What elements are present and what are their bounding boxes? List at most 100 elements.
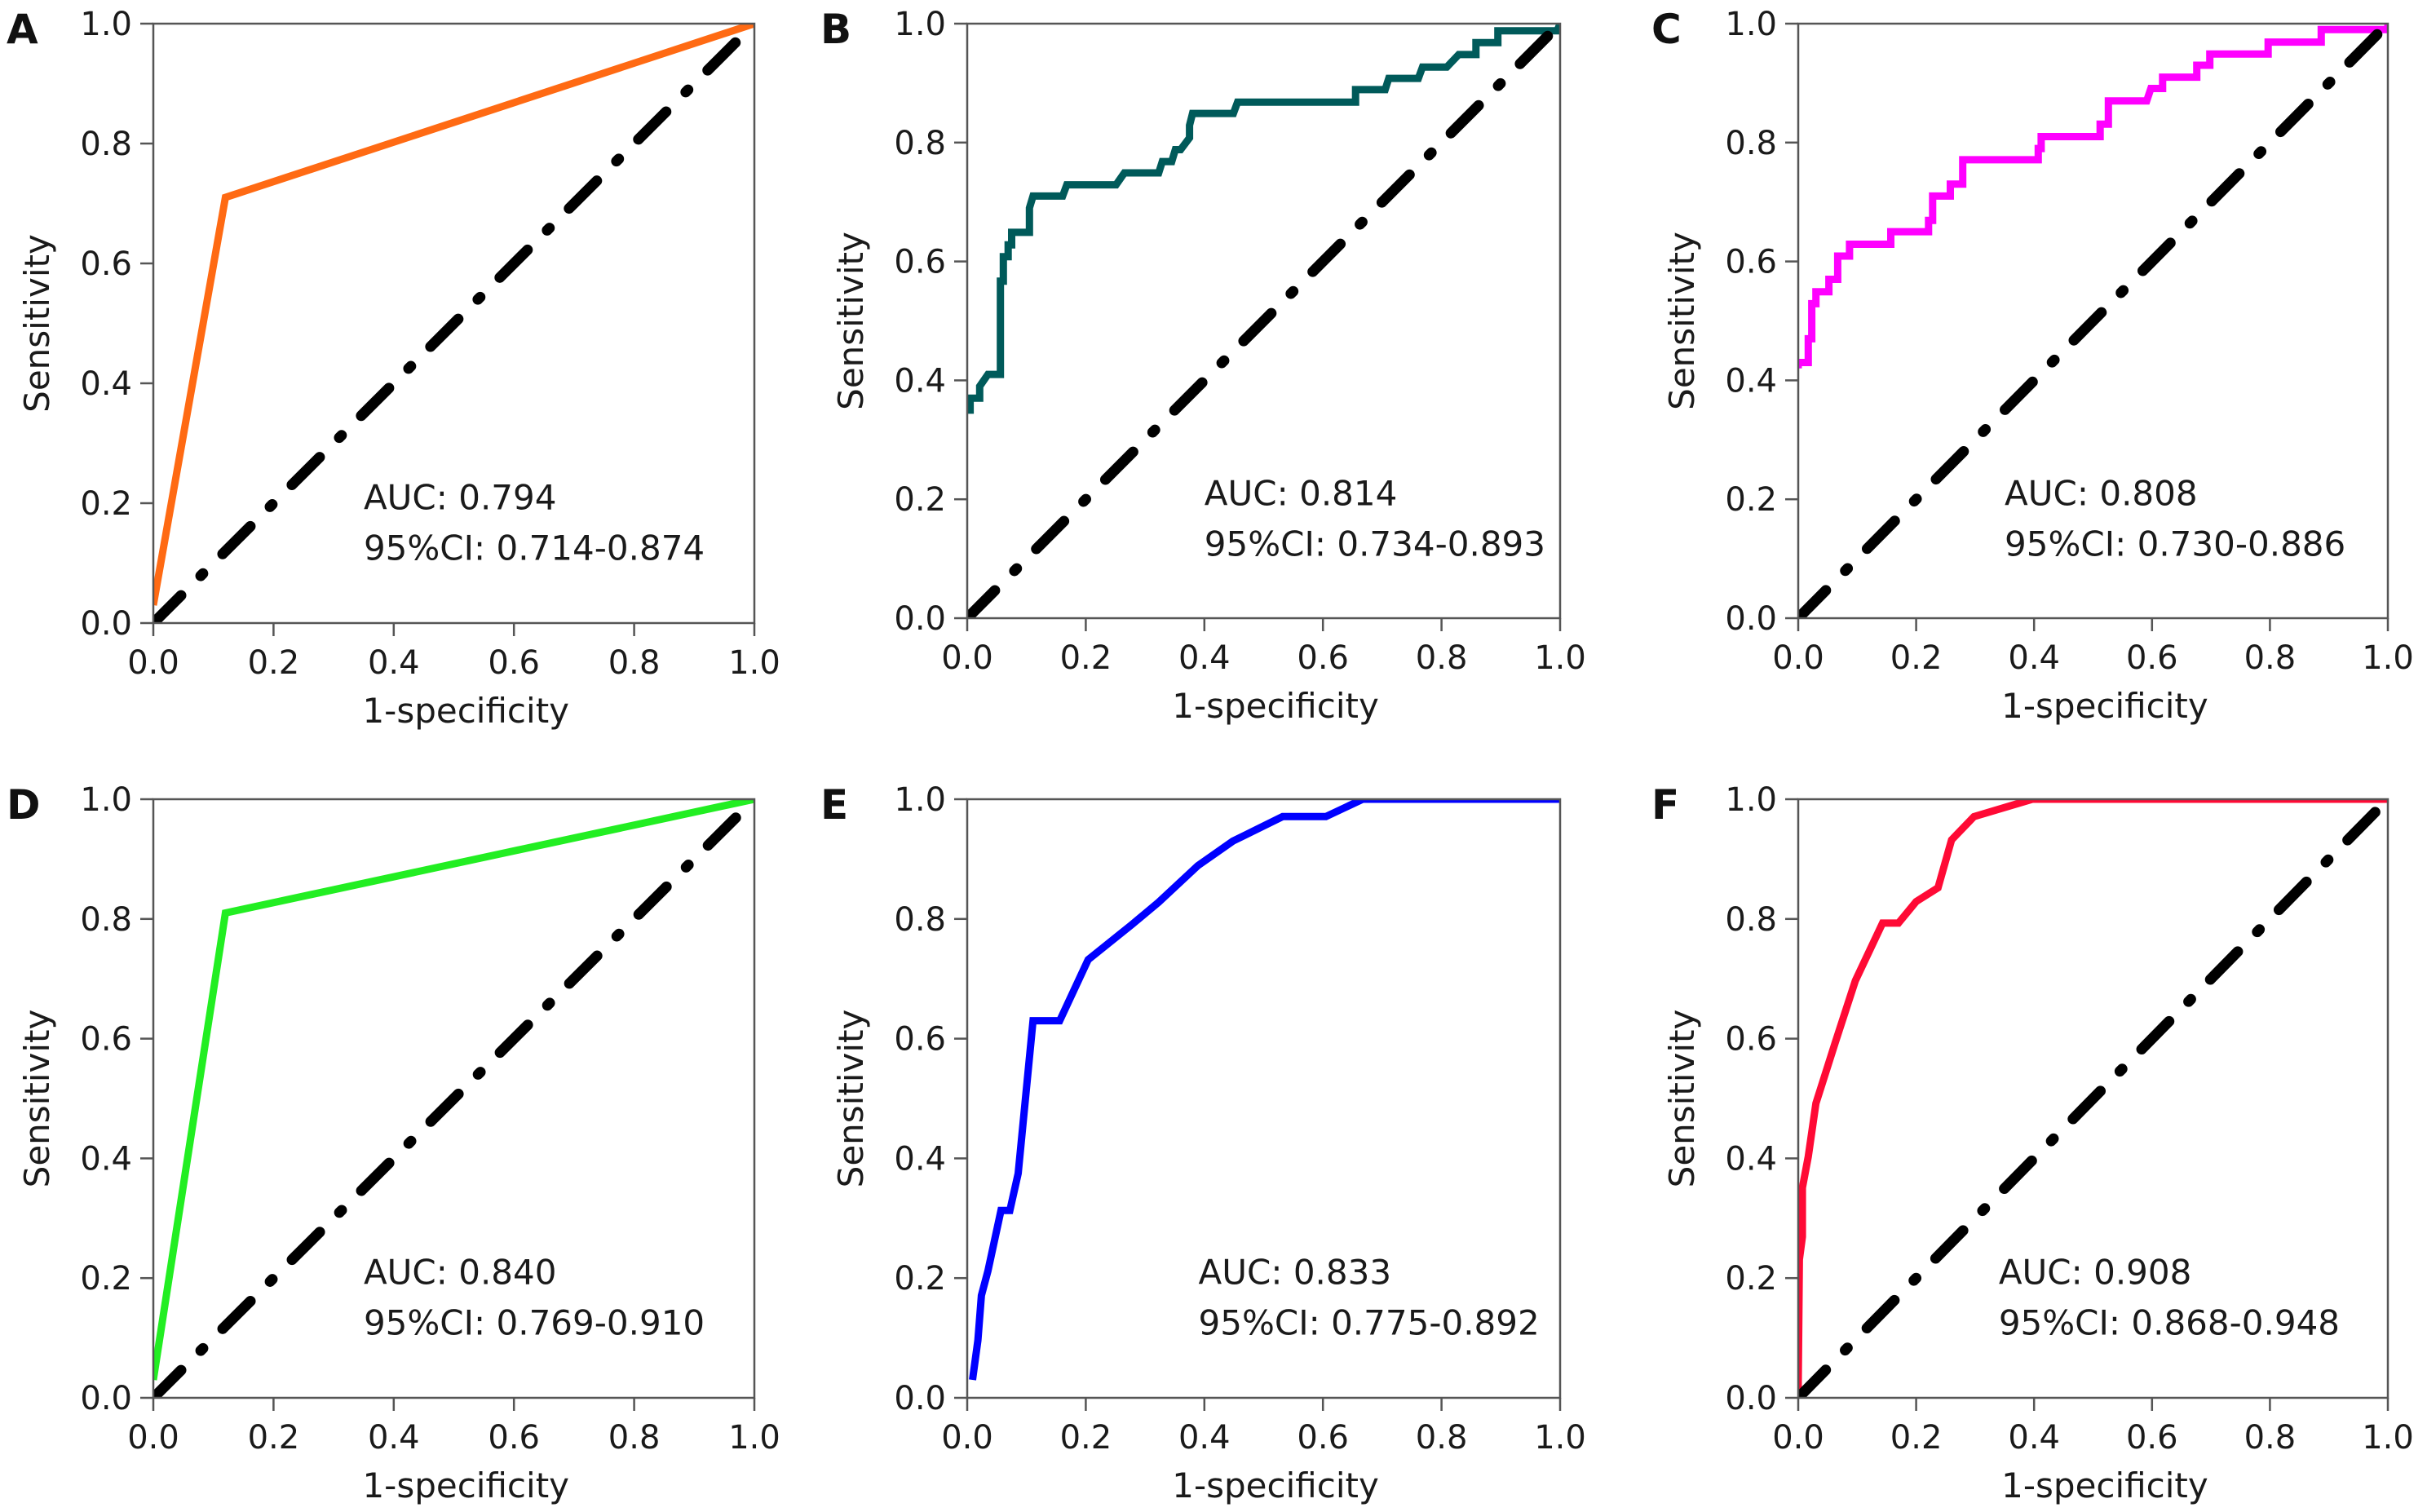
x-tick-label: 0.4 [1178, 1419, 1231, 1457]
x-tick-label: 0.0 [127, 644, 179, 682]
x-tick-label: 0.0 [1772, 639, 1824, 677]
x-tick-label: 0.2 [1890, 1419, 1943, 1457]
plot-frame [1797, 22, 2389, 620]
y-tick-label: 0.6 [894, 1021, 946, 1059]
y-tick-label: 0.8 [80, 901, 132, 939]
x-tick-label: 0.8 [608, 1419, 661, 1457]
roc-curve [967, 24, 1560, 414]
x-tick-label: 0.2 [1060, 1419, 1112, 1457]
y-axis-label: Sensitivity [831, 1010, 871, 1188]
x-axis-label: 1-specificity [1172, 1466, 1379, 1505]
auc-annotation: AUC: 0.833 [1199, 1253, 1392, 1293]
panel-letter: D [7, 781, 41, 829]
y-tick-label: 1.0 [894, 6, 946, 43]
y-tick-label: 0.6 [894, 244, 946, 281]
panel-letter: A [7, 6, 38, 53]
auc-annotation: AUC: 0.794 [364, 477, 557, 517]
y-tick-label: 0.2 [894, 481, 946, 519]
ci-annotation: 95%CI: 0.730-0.886 [2005, 524, 2345, 564]
y-tick-label: 0.2 [80, 485, 132, 523]
panel-b: B 0.0 0.2 0.4 0.6 0.8 1.0 0.0 0.2 0.4 0.6 0.8 1.0 1-s… [820, 6, 1586, 726]
plot-frame [966, 22, 1562, 620]
panel-a: A 0.0 0.2 0.4 0.6 0.8 1.0 0.0 0.2 0.4 0.6 0.8 1.0 1-s… [7, 6, 780, 731]
y-tick-label: 0.0 [1725, 1380, 1777, 1417]
x-axis-label: 1-specificity [1172, 686, 1379, 726]
y-tick-label: 0.8 [894, 125, 946, 162]
ci-annotation: 95%CI: 0.775-0.892 [1199, 1303, 1540, 1343]
y-tick-label: 0.8 [80, 126, 132, 163]
y-tick-label: 1.0 [80, 6, 132, 43]
y-tick-label: 1.0 [1725, 781, 1777, 819]
x-tick-label: 1.0 [2362, 639, 2414, 677]
y-axis-label: Sensitivity [1662, 232, 1702, 410]
y-tick-label: 0.0 [894, 1380, 946, 1417]
x-tick-label: 0.6 [2126, 639, 2178, 677]
x-tick-label: 0.0 [1772, 1419, 1824, 1457]
x-axis-label: 1-specificity [2001, 686, 2208, 726]
x-tick-label: 0.0 [941, 639, 993, 677]
y-tick-label: 0.0 [80, 1380, 132, 1417]
x-axis-label: 1-specificity [362, 691, 569, 731]
x-tick-label: 0.8 [608, 644, 661, 682]
roc-curve [1798, 24, 2388, 369]
x-tick-label: 0.2 [248, 1419, 300, 1457]
x-tick-label: 0.0 [941, 1419, 993, 1457]
x-tick-label: 0.6 [1297, 1419, 1349, 1457]
y-tick-label: 1.0 [894, 781, 946, 819]
y-tick-label: 0.4 [80, 1140, 132, 1178]
y-tick-label: 1.0 [80, 781, 132, 819]
x-axis-label: 1-specificity [2001, 1466, 2208, 1505]
x-tick-label: 1.0 [728, 1419, 780, 1457]
x-tick-label: 0.4 [2008, 1419, 2060, 1457]
x-tick-label: 0.8 [2244, 1419, 2297, 1457]
x-tick-label: 1.0 [728, 644, 780, 682]
y-tick-label: 0.2 [1725, 1260, 1777, 1298]
y-tick-label: 0.4 [1725, 362, 1777, 400]
reference-diagonal-line [1798, 799, 2388, 1398]
auc-annotation: AUC: 0.808 [2005, 473, 2198, 513]
auc-annotation: AUC: 0.814 [1205, 473, 1398, 513]
y-tick-label: 0.8 [1725, 901, 1777, 939]
x-tick-label: 0.8 [1416, 1419, 1468, 1457]
x-tick-label: 0.8 [2244, 639, 2297, 677]
roc-curve [1798, 799, 2388, 1398]
panel-letter: B [820, 6, 851, 53]
y-tick-label: 0.8 [1725, 125, 1777, 162]
y-axis-label: Sensitivity [831, 232, 871, 410]
plot-frame [966, 798, 1562, 1399]
y-tick-label: 0.4 [1725, 1140, 1777, 1178]
roc-curve [153, 24, 754, 606]
y-tick-label: 1.0 [1725, 6, 1777, 43]
y-axis-label: Sensitivity [1662, 1010, 1702, 1188]
roc-curve [153, 799, 754, 1381]
y-tick-label: 0.2 [80, 1260, 132, 1298]
y-tick-label: 0.0 [894, 600, 946, 638]
roc-curve [969, 799, 1560, 1381]
x-tick-label: 0.0 [127, 1419, 179, 1457]
x-tick-label: 0.4 [1178, 639, 1231, 677]
x-tick-label: 0.6 [1297, 639, 1349, 677]
panel-d: D 0.0 0.2 0.4 0.6 0.8 1.0 0.0 0.2 0.4 0.6 0.8 1.0 1-s… [7, 781, 780, 1505]
x-tick-label: 0.4 [368, 1419, 420, 1457]
reference-diagonal-line [1798, 24, 2388, 618]
y-tick-label: 0.2 [894, 1260, 946, 1298]
y-tick-label: 0.4 [80, 365, 132, 403]
panel-e: E 0.0 0.2 0.4 0.6 0.8 1.0 0.0 0.2 0.4 0.6 0.8 1.0 1-s… [820, 781, 1586, 1505]
y-tick-label: 0.0 [80, 605, 132, 643]
ci-annotation: 95%CI: 0.868-0.948 [1999, 1303, 2340, 1343]
x-tick-label: 1.0 [2362, 1419, 2414, 1457]
x-tick-label: 0.6 [488, 644, 540, 682]
x-tick-label: 0.4 [368, 644, 420, 682]
ci-annotation: 95%CI: 0.714-0.874 [364, 528, 705, 568]
x-tick-label: 0.2 [1890, 639, 1943, 677]
panel-f: F 0.0 0.2 0.4 0.6 0.8 1.0 0.0 0.2 0.4 0.6 0.8 1.0 1-s… [1651, 781, 2414, 1505]
auc-annotation: AUC: 0.908 [1999, 1253, 2192, 1293]
y-tick-label: 0.6 [80, 1021, 132, 1059]
plot-frame [152, 22, 756, 625]
plot-frame [152, 798, 756, 1399]
reference-diagonal-line [967, 24, 1560, 618]
reference-diagonal-line [153, 24, 754, 623]
reference-diagonal-line [153, 799, 754, 1398]
y-tick-label: 0.8 [894, 901, 946, 939]
